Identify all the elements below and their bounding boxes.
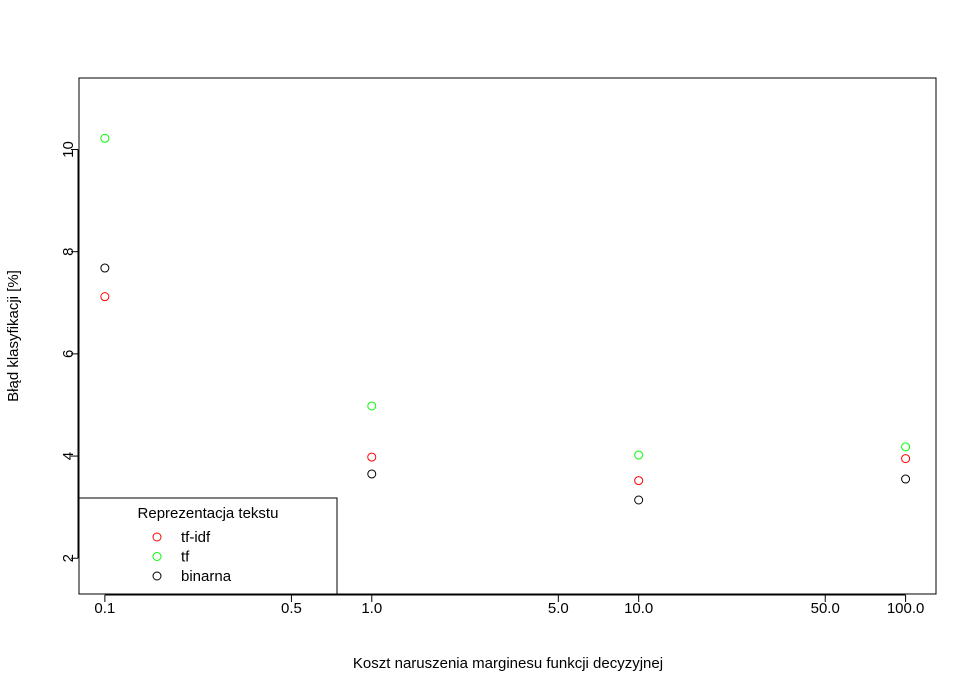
- y-tick-label: 10: [60, 141, 77, 158]
- y-tick-label: 8: [60, 248, 77, 256]
- y-axis-label: Błąd klasyfikacji [%]: [5, 270, 22, 402]
- x-tick-label: 5.0: [548, 600, 569, 617]
- legend-marker-tf-idf: [152, 532, 162, 542]
- data-point-binarna: [634, 495, 644, 505]
- data-point-binarna: [100, 263, 110, 273]
- data-point-binarna: [901, 474, 911, 484]
- x-tick-label: 10.0: [624, 600, 653, 617]
- x-tick-label: 100.0: [887, 600, 925, 617]
- plot-area-frame: [78, 77, 937, 595]
- y-axis: 2 4 6 8 10: [60, 141, 79, 562]
- x-tick-label: 0.5: [281, 600, 302, 617]
- y-tick-label: 4: [60, 452, 77, 460]
- data-point-tf-idf: [634, 476, 644, 486]
- data-point-tf: [901, 442, 911, 452]
- legend-label-tf-idf: tf-idf: [181, 529, 211, 546]
- legend-label-tf: tf: [181, 549, 190, 566]
- data-point-tf-idf: [100, 292, 110, 302]
- data-point-tf: [100, 133, 110, 143]
- legend-box: [78, 497, 338, 595]
- y-tick-label: 6: [60, 350, 77, 358]
- legend-title: Reprezentacja tekstu: [138, 505, 279, 522]
- x-tick-label: 0.1: [94, 600, 115, 617]
- legend: Reprezentacja tekstu tf-idf tf binarna: [78, 497, 338, 595]
- x-axis-label: Koszt naruszenia marginesu funkcji decyz…: [353, 655, 663, 672]
- data-point-tf: [367, 401, 377, 411]
- data-point-tf-idf: [901, 454, 911, 464]
- x-axis: 0.1 0.5 1.0 5.0 10.0 50.0 100.0: [94, 594, 925, 617]
- data-point-tf: [634, 450, 644, 460]
- data-point-binarna: [367, 469, 377, 479]
- legend-marker-tf: [152, 552, 162, 561]
- legend-marker-binarna: [152, 571, 162, 581]
- data-point-tf-idf: [367, 452, 377, 462]
- y-tick-label: 2: [60, 554, 77, 562]
- data-points: [100, 133, 911, 505]
- legend-label-binarna: binarna: [181, 568, 232, 585]
- x-tick-label: 1.0: [361, 600, 382, 617]
- x-tick-label: 50.0: [811, 600, 840, 617]
